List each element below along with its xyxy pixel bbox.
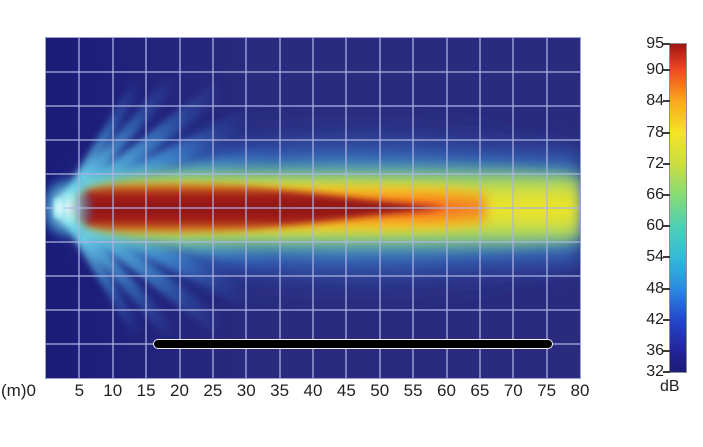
colorbar-tick-label: 32	[646, 363, 664, 380]
colorbar-tick-label: 84	[646, 92, 664, 110]
x-axis-tick-label: 5	[74, 381, 85, 400]
colorbar-tick-mark	[663, 69, 670, 72]
gridline-vertical	[178, 38, 181, 378]
gridline-vertical	[345, 38, 348, 378]
x-axis-tick-label: 35	[270, 381, 290, 400]
colorbar-tick-label: 60	[646, 217, 664, 235]
gridline-vertical	[445, 38, 448, 378]
x-axis-tick-label: 70	[503, 381, 523, 400]
x-axis-tick-label: 10	[103, 381, 123, 400]
heatmap-sidelobe-layer	[60, 78, 324, 338]
x-axis-tick-label: 80	[570, 381, 590, 400]
colorbar-tick-label: 66	[646, 185, 664, 203]
barrier-bar	[152, 339, 554, 349]
gridline-horizontal	[46, 241, 580, 243]
colorbar-tick-label: 95	[646, 35, 664, 52]
gridline-vertical	[545, 38, 548, 378]
x-axis-tick-label: 15	[136, 381, 156, 400]
x-axis-tick-label: 45	[336, 381, 356, 400]
x-axis-tick-label: 25	[203, 381, 223, 400]
x-axis-tick-label: 55	[403, 381, 423, 400]
x-axis-tick-label: 60	[437, 381, 456, 400]
gridline-horizontal	[46, 139, 580, 141]
gridline-vertical	[111, 38, 114, 378]
gridline-vertical	[478, 38, 481, 378]
gridline-vertical	[245, 38, 248, 378]
noise-source-marker	[53, 197, 67, 219]
colorbar-tick-label: 42	[646, 310, 664, 328]
colorbar[interactable]: 95 90 84 78 72 66 60 54 48 42 36 32 dB	[636, 35, 698, 395]
colorbar-tick-label: 36	[646, 342, 664, 360]
colorbar-tick-label: 72	[646, 154, 664, 172]
colorbar-tick-mark	[663, 193, 670, 196]
colorbar-tick-label: 78	[646, 123, 664, 141]
x-axis-tick-label: 75	[537, 381, 557, 400]
colorbar-tick-mark	[663, 256, 670, 259]
colorbar-tick-mark	[663, 162, 670, 165]
gridline-vertical	[512, 38, 515, 378]
heatmap-beam-core-layer	[70, 182, 444, 234]
x-axis-tick-label: 30	[236, 381, 256, 400]
gridline-vertical	[78, 38, 81, 378]
colorbar-tick-mark	[663, 43, 670, 45]
colorbar-unit-label: dB	[660, 378, 680, 395]
heatmap-beam-body-layer	[68, 179, 486, 237]
colorbar-tick-mark	[663, 100, 670, 103]
gridline-vertical	[145, 38, 148, 378]
colorbar-gradient-strip	[670, 44, 686, 372]
gridline-vertical	[378, 38, 381, 378]
colorbar-tick-mark	[663, 318, 670, 321]
gridline-vertical	[312, 38, 314, 378]
colorbar-tick-label: 54	[646, 248, 664, 266]
colorbar-tick-mark	[663, 371, 670, 373]
heatmap-background-layer	[46, 38, 580, 378]
x-axis-tick-label: 50	[370, 381, 390, 400]
gridline-horizontal	[46, 207, 580, 209]
heatmap-plot-area[interactable]	[46, 38, 580, 378]
colorbar-tick-mark	[663, 225, 670, 228]
axis-unit-label: (m)0	[1, 381, 36, 400]
heatmap-beam-outer-layer	[60, 136, 580, 280]
gridline-vertical	[278, 38, 281, 378]
colorbar-tick-label: 48	[646, 279, 664, 297]
heatmap-diffuse-halo-layer	[46, 118, 580, 298]
heatmap-beam-mantle-layer	[66, 163, 580, 253]
gridline-vertical	[412, 38, 415, 378]
colorbar-tick-mark	[663, 131, 670, 134]
colorbar-tick-label: 90	[646, 61, 664, 79]
grid-lines	[46, 38, 580, 378]
gridline-vertical	[211, 38, 214, 378]
colorbar-tick-mark	[663, 287, 670, 290]
gridline-horizontal	[46, 275, 580, 277]
x-axis-tick-label: 40	[303, 381, 323, 400]
gridline-horizontal	[46, 173, 580, 175]
gridline-horizontal	[46, 309, 580, 311]
x-axis-tick-label: 65	[470, 381, 490, 400]
gridline-horizontal	[46, 71, 580, 73]
x-axis-tick-label: 20	[170, 381, 189, 400]
gridline-horizontal	[46, 105, 580, 107]
colorbar-tick-mark	[663, 350, 670, 353]
heatmap-source-glow-layer	[46, 172, 96, 244]
